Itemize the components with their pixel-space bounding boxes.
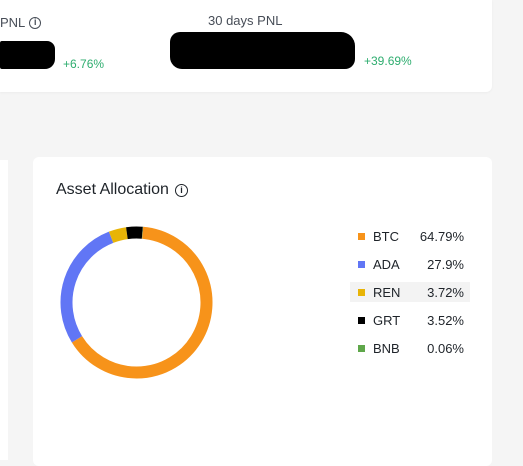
legend-swatch bbox=[358, 232, 365, 240]
allocation-donut-chart bbox=[59, 225, 214, 380]
redacted-value bbox=[170, 32, 355, 69]
donut-slice-ren[interactable] bbox=[108, 227, 128, 243]
pnl-card: PNL i +6.76% 30 days PNL +39.69% bbox=[0, 0, 492, 92]
legend-asset: ADA bbox=[373, 256, 400, 272]
redacted-value bbox=[0, 41, 55, 69]
donut-svg bbox=[60, 226, 213, 379]
pnl-label-text: PNL bbox=[0, 15, 26, 30]
asset-allocation-title: Asset Allocation i bbox=[56, 181, 188, 199]
legend-swatch bbox=[358, 316, 365, 324]
legend-item-ren[interactable]: REN 3.72% bbox=[350, 282, 470, 302]
legend-asset: REN bbox=[373, 284, 401, 300]
legend-item-btc[interactable]: BTC 64.79% bbox=[350, 226, 470, 246]
legend-item-ada[interactable]: ADA 27.9% bbox=[350, 254, 470, 274]
legend-item-grt[interactable]: GRT 3.52% bbox=[350, 310, 470, 330]
legend-asset: BTC bbox=[373, 228, 399, 244]
legend-percent: 3.52% bbox=[427, 312, 464, 328]
legend-item-bnb[interactable]: BNB 0.06% bbox=[350, 338, 470, 358]
allocation-legend: BTC 64.79% ADA 27.9% REN 3.72% GRT 3.52%… bbox=[350, 226, 470, 366]
legend-asset: GRT bbox=[373, 312, 401, 328]
asset-allocation-card: Asset Allocation i BTC 64.79% ADA 27.9% … bbox=[33, 157, 492, 466]
legend-swatch bbox=[358, 260, 365, 268]
asset-allocation-title-text: Asset Allocation bbox=[56, 181, 169, 198]
donut-slice-grt[interactable] bbox=[126, 226, 143, 240]
legend-asset: BNB bbox=[373, 340, 400, 356]
legend-percent: 0.06% bbox=[427, 340, 464, 356]
thirty-day-pnl-label: 30 days PNL bbox=[208, 13, 283, 28]
legend-swatch bbox=[358, 344, 365, 352]
legend-swatch bbox=[358, 288, 365, 296]
info-icon[interactable]: i bbox=[174, 183, 188, 197]
legend-percent: 27.9% bbox=[427, 256, 464, 272]
legend-percent: 3.72% bbox=[427, 284, 464, 300]
legend-percent: 64.79% bbox=[419, 228, 464, 244]
pnl-change: +6.76% bbox=[63, 57, 105, 71]
donut-slice-ada[interactable] bbox=[60, 231, 114, 343]
donut-slice-btc[interactable] bbox=[71, 226, 213, 379]
thirty-day-pnl-change: +39.69% bbox=[364, 54, 412, 68]
info-icon[interactable]: i bbox=[29, 16, 42, 29]
side-panel-edge bbox=[0, 160, 8, 460]
pnl-label: PNL i bbox=[0, 15, 42, 30]
